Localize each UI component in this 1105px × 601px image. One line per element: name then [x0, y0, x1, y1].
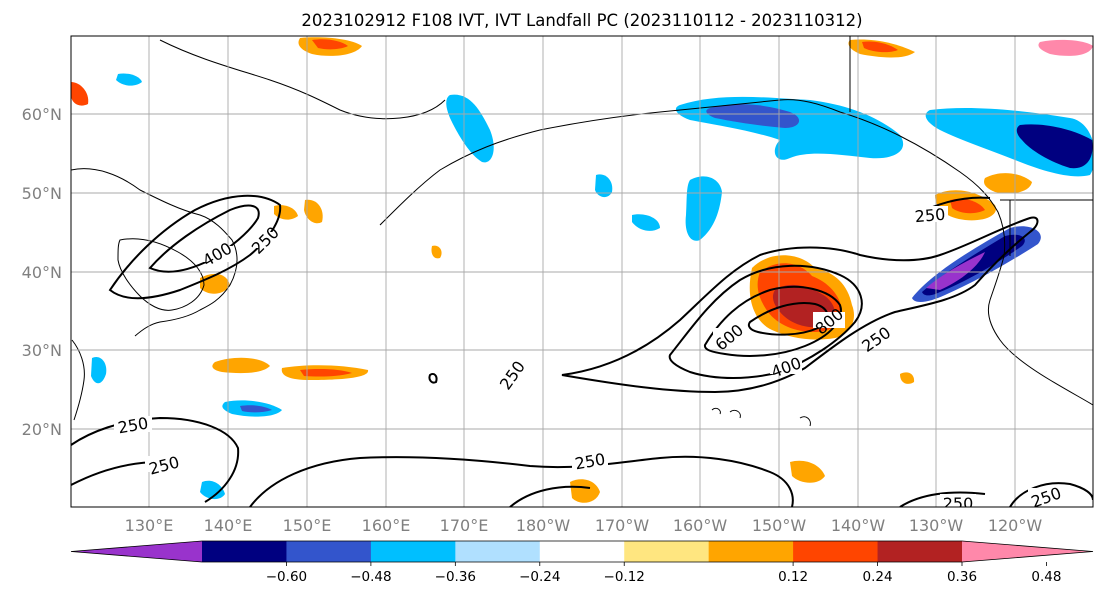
pc-patch-positive: [790, 460, 825, 483]
pc-patch-positive: [950, 198, 985, 214]
ivt-contour-400: [148, 204, 260, 273]
colorbar-tick-label: −0.24: [519, 569, 560, 585]
colorbar-tick-label: 0.12: [778, 569, 808, 585]
ivt-contour-250: [108, 194, 282, 300]
ivt-contour-250: [509, 485, 591, 507]
pc-patch-positive: [1038, 39, 1093, 56]
lat-label: 60°N: [22, 105, 62, 124]
colorbar-tick-label: 0.48: [1031, 569, 1061, 585]
lat-label: 20°N: [22, 420, 62, 439]
lon-label: 140°W: [831, 516, 886, 535]
pc-patch-positive: [71, 82, 89, 106]
pc-patch-negative: [116, 73, 142, 86]
pc-patch-positive: [862, 41, 898, 53]
latitude-labels: 60°N 50°N 40°N 30°N 20°N: [22, 105, 62, 439]
map-area: 400 250 600 800 400 250 250 250 250 250: [70, 35, 1094, 513]
lat-label: 30°N: [22, 341, 62, 360]
lat-label: 50°N: [22, 184, 62, 203]
pc-patch-negative: [446, 94, 494, 163]
pc-patch-negative: [91, 356, 107, 384]
colorbar-segment: [708, 541, 794, 562]
ivt-contour-250: [899, 482, 1093, 507]
longitude-labels: 130°E 140°E 150°E 160°E 170°E 180°W 170°…: [125, 516, 1043, 535]
lon-label: 140°E: [204, 516, 253, 535]
pc-patch-negative: [595, 174, 613, 198]
gridlines: [71, 36, 1093, 507]
colorbar-tick-label: 0.24: [863, 569, 893, 585]
colorbar-tick-label: −0.60: [266, 569, 307, 585]
pc-patch-positive: [984, 173, 1032, 194]
ivt-contour-250: [561, 216, 1039, 394]
ivt-contour-250: [249, 455, 794, 507]
coast-japan-korea: [71, 168, 238, 337]
lon-label: 170°E: [440, 516, 489, 535]
colorbar-segment: [877, 541, 963, 562]
colorbar-tick-label: −0.48: [350, 569, 391, 585]
colorbar-segment: [370, 541, 456, 562]
colorbar-segment: [624, 541, 710, 562]
colorbar-segment: [202, 541, 287, 562]
colorbar-tick-label: 0.36: [947, 569, 977, 585]
colorbar-tick-label: −0.36: [435, 569, 476, 585]
pc-patch-negative: [240, 405, 272, 413]
pc-patch-positive: [304, 199, 323, 224]
colorbar-segment: [286, 541, 372, 562]
pc-patch-negative: [685, 176, 722, 241]
coast-aleutians: [379, 99, 781, 226]
coast-hawaii: [711, 407, 811, 427]
coastlines: [71, 36, 1093, 427]
colorbar-extension-low: [71, 541, 202, 562]
lon-label: 170°W: [595, 516, 650, 535]
lon-label: 130°W: [909, 516, 964, 535]
lon-label: 150°E: [283, 516, 332, 535]
map-background: [71, 36, 1093, 507]
ivt-contour-400: [668, 264, 863, 379]
pc-patch-positive: [300, 369, 352, 377]
coast-honshu: [117, 238, 205, 311]
ivt-contour-250: [428, 372, 438, 384]
pc-patch-negative: [1016, 124, 1093, 169]
colorbar-segment: [455, 541, 541, 562]
map-frame: [70, 35, 1094, 508]
colorbar-extension-high: [962, 541, 1093, 562]
colorbar-segment: [539, 541, 625, 562]
pc-patch-positive: [212, 357, 270, 374]
figure-title: 2023102912 F108 IVT, IVT Landfall PC (20…: [301, 11, 862, 30]
lon-label: 120°W: [988, 516, 1043, 535]
coast-north-america: [779, 99, 1093, 406]
colorbar-tick-label: −0.12: [604, 569, 645, 585]
colorbar-segment: [793, 541, 879, 562]
pc-patch-negative: [926, 252, 985, 290]
lon-label: 160°E: [362, 516, 411, 535]
colorbar-outline: [70, 540, 1094, 563]
pc-patch-positive: [312, 39, 348, 50]
lon-label: 160°W: [673, 516, 728, 535]
pc-patch-negative: [200, 480, 225, 500]
contour-label: 250: [914, 205, 946, 227]
pc-patch-positive: [570, 479, 600, 503]
lon-label: 130°E: [125, 516, 174, 535]
pc-patch-positive: [431, 245, 442, 259]
pc-patch-positive: [900, 372, 915, 384]
lon-label: 150°W: [752, 516, 807, 535]
pc-patch-negative: [632, 214, 660, 231]
lon-label: 180°W: [516, 516, 571, 535]
colorbar: −0.60 −0.48 −0.36 −0.24 −0.12 0.12 0.24 0.36 0.4…: [70, 540, 1094, 585]
contour-label: 250: [943, 494, 974, 513]
lat-label: 40°N: [22, 263, 62, 282]
political-borders: [849, 36, 1093, 256]
coast-kamchatka: [159, 39, 446, 120]
pc-patch-negative: [706, 104, 800, 128]
